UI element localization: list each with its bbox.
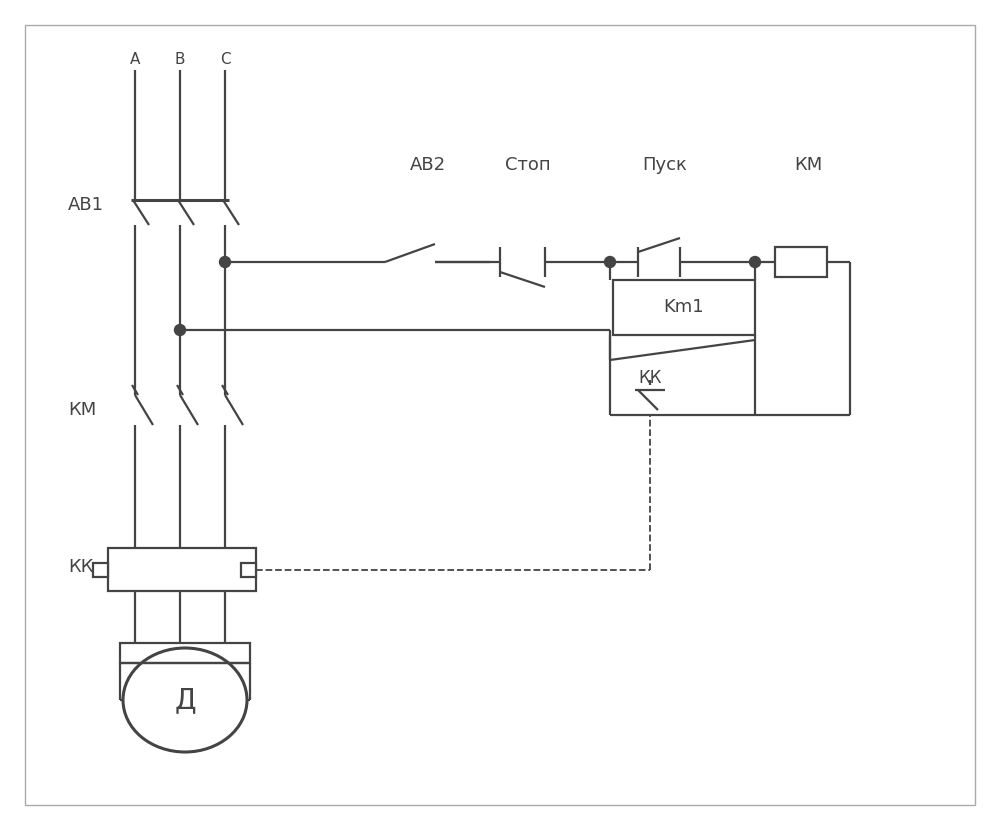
Text: Пуск: Пуск xyxy=(642,156,687,174)
Bar xyxy=(775,247,827,277)
Circle shape xyxy=(220,256,231,267)
Text: Km1: Km1 xyxy=(663,299,704,316)
Text: Д: Д xyxy=(174,686,196,714)
Bar xyxy=(120,643,250,663)
Bar xyxy=(613,280,755,335)
Text: АВ2: АВ2 xyxy=(410,156,447,174)
Text: КМ: КМ xyxy=(794,156,822,174)
Text: Стоп: Стоп xyxy=(505,156,550,174)
Bar xyxy=(108,548,256,591)
Bar xyxy=(241,563,256,577)
Bar xyxy=(93,563,108,577)
Circle shape xyxy=(749,256,760,267)
Text: КК: КК xyxy=(68,558,94,576)
Circle shape xyxy=(175,325,186,335)
Text: C: C xyxy=(220,52,231,67)
Text: КМ: КМ xyxy=(68,401,96,419)
Text: A: A xyxy=(130,52,140,67)
Circle shape xyxy=(604,256,615,267)
Text: B: B xyxy=(175,52,185,67)
Text: КК: КК xyxy=(638,369,661,387)
Text: АВ1: АВ1 xyxy=(68,196,104,214)
